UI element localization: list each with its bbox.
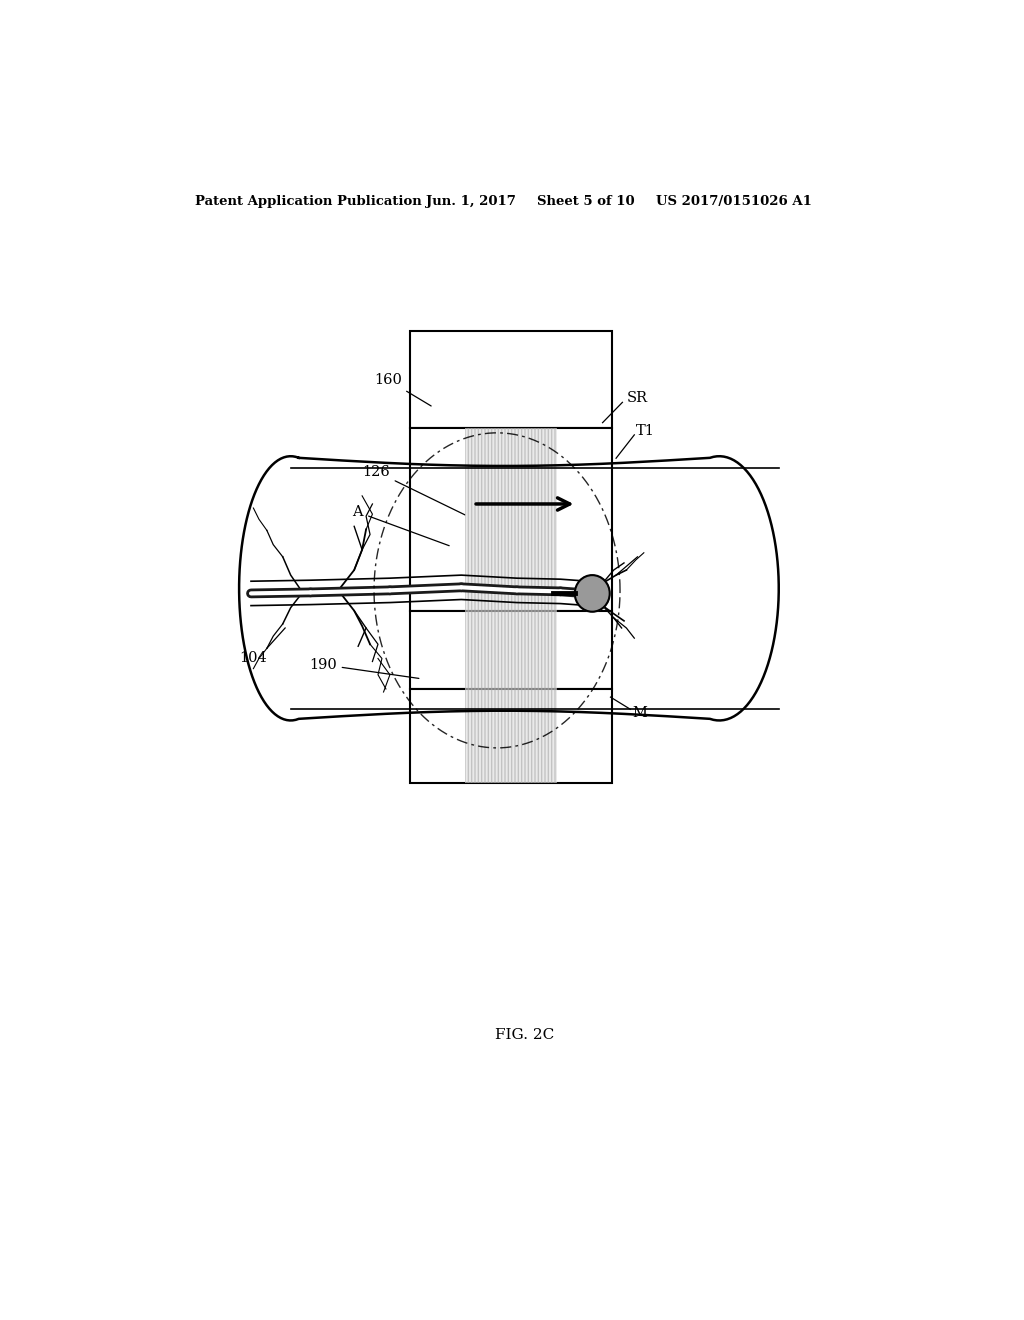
Text: M: M xyxy=(632,706,647,721)
Text: SR: SR xyxy=(627,391,647,405)
Text: Jun. 1, 2017: Jun. 1, 2017 xyxy=(426,195,515,209)
Text: A: A xyxy=(352,506,450,545)
Bar xyxy=(465,428,557,784)
Text: T1: T1 xyxy=(636,424,654,438)
Ellipse shape xyxy=(574,576,609,611)
Bar xyxy=(410,428,612,611)
Text: FIG. 2C: FIG. 2C xyxy=(496,1027,554,1041)
Bar xyxy=(410,689,612,784)
Text: US 2017/0151026 A1: US 2017/0151026 A1 xyxy=(655,195,812,209)
Bar xyxy=(410,611,612,689)
Text: 104: 104 xyxy=(240,651,267,664)
Text: 126: 126 xyxy=(362,465,465,515)
Text: Sheet 5 of 10: Sheet 5 of 10 xyxy=(537,195,634,209)
Bar xyxy=(410,331,612,428)
Text: 190: 190 xyxy=(309,657,419,678)
Text: Patent Application Publication: Patent Application Publication xyxy=(196,195,422,209)
Bar xyxy=(465,428,557,784)
Text: 160: 160 xyxy=(374,374,431,407)
